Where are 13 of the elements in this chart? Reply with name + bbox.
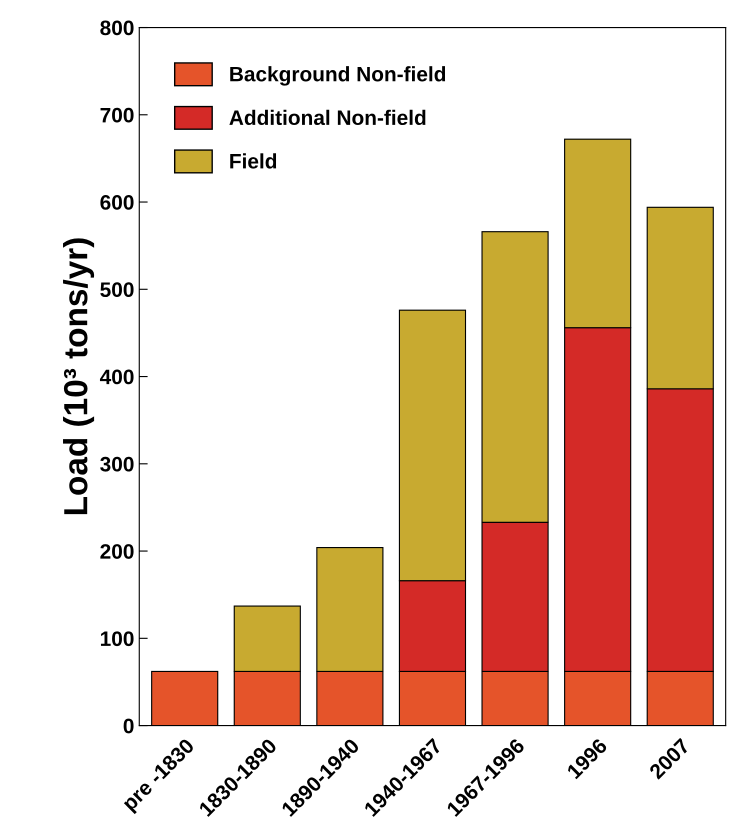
y-tick-label: 400 [100,370,134,384]
legend-label: Additional Non-field [229,110,426,126]
legend-label: Background Non-field [230,66,446,86]
y-tick-label: 500 [100,282,134,298]
y-tick-label: 300 [100,456,134,472]
y-axis-title: Load (10³ tons/yr) [63,238,94,514]
y-tick-label: 700 [100,108,134,123]
y-tick-label: 0 [124,718,134,734]
y-tick-label: 100 [100,631,134,646]
legend-label: Field [230,153,276,169]
y-tick-label: 200 [100,544,134,559]
y-tick-label: 800 [100,20,134,36]
y-tick-label: 600 [100,195,134,210]
